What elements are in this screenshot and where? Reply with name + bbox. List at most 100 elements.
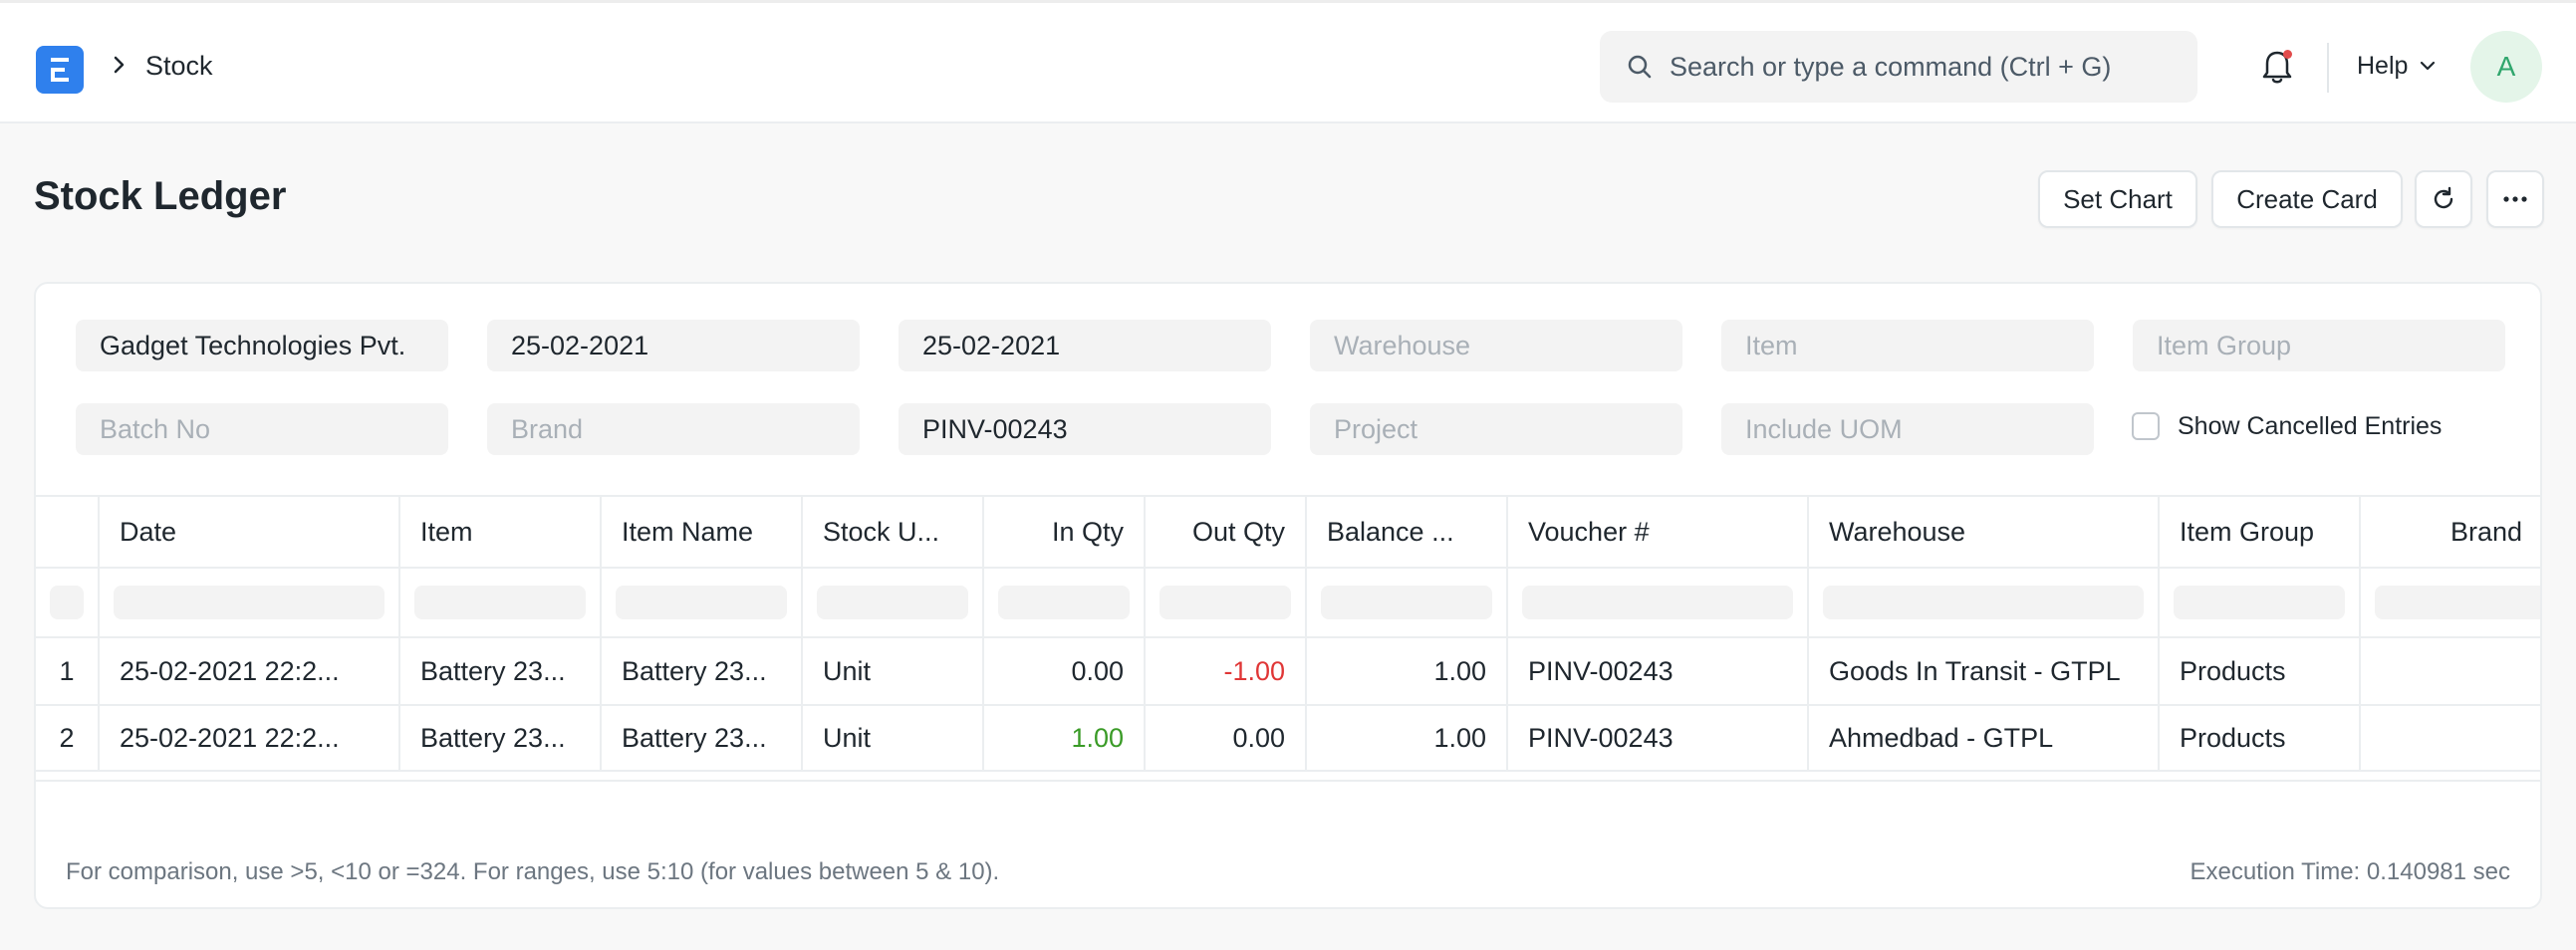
app-logo[interactable] (36, 46, 84, 94)
item-filter[interactable]: Item (1721, 320, 2094, 371)
include-uom-filter[interactable]: Include UOM (1721, 403, 2094, 455)
voucher-no-filter[interactable]: PINV-00243 (899, 403, 1271, 455)
cell-item-group[interactable]: Products (2160, 706, 2361, 770)
row-index: 2 (36, 706, 100, 770)
table-header-row: Date Item Item Name Stock U... In Qty Ou… (36, 497, 2540, 569)
column-header-warehouse[interactable]: Warehouse (1809, 497, 2160, 567)
filter-cell-balance[interactable] (1307, 569, 1508, 636)
column-header-out-qty[interactable]: Out Qty (1146, 497, 1307, 567)
filter-cell-voucher[interactable] (1508, 569, 1809, 636)
refresh-button[interactable] (2415, 170, 2472, 228)
warehouse-filter[interactable]: Warehouse (1310, 320, 1682, 371)
chevron-down-icon (2420, 61, 2436, 71)
column-header-date[interactable]: Date (100, 497, 400, 567)
cell-item-name[interactable]: Battery 23... (602, 638, 803, 704)
show-cancelled-label: Show Cancelled Entries (2178, 412, 2443, 440)
cell-out-qty[interactable]: 0.00 (1146, 706, 1307, 770)
filter-cell-date[interactable] (100, 569, 400, 636)
item-group-filter[interactable]: Item Group (2133, 320, 2505, 371)
filter-cell-item-name[interactable] (602, 569, 803, 636)
cell-item-name[interactable]: Battery 23... (602, 706, 803, 770)
out-qty-column-filter[interactable] (1159, 586, 1291, 619)
cell-voucher[interactable]: PINV-00243 (1508, 706, 1809, 770)
uom-column-filter[interactable] (817, 586, 968, 619)
filter-cell-index (36, 569, 100, 636)
cell-balance[interactable]: 1.00 (1307, 638, 1508, 704)
notification-dot (2283, 50, 2292, 59)
cell-in-qty[interactable]: 1.00 (984, 706, 1146, 770)
row-index-header (36, 497, 100, 567)
column-header-item[interactable]: Item (400, 497, 602, 567)
page-title: Stock Ledger (34, 174, 287, 218)
from-date-filter[interactable]: 25-02-2021 (487, 320, 860, 371)
cell-item-group[interactable]: Products (2160, 638, 2361, 704)
balance-column-filter[interactable] (1321, 586, 1492, 619)
column-header-item-name[interactable]: Item Name (602, 497, 803, 567)
filter-help-note: For comparison, use >5, <10 or =324. For… (66, 858, 1000, 885)
project-filter[interactable]: Project (1310, 403, 1682, 455)
cell-in-qty[interactable]: 0.00 (984, 638, 1146, 704)
cell-uom[interactable]: Unit (803, 638, 984, 704)
data-table: Date Item Item Name Stock U... In Qty Ou… (36, 495, 2540, 782)
cell-balance[interactable]: 1.00 (1307, 706, 1508, 770)
column-header-voucher[interactable]: Voucher # (1508, 497, 1809, 567)
warehouse-column-filter[interactable] (1823, 586, 2144, 619)
table-row[interactable]: 1 25-02-2021 22:2... Battery 23... Batte… (36, 638, 2540, 706)
navbar-divider (2327, 43, 2329, 93)
row-index: 1 (36, 638, 100, 704)
company-filter[interactable]: Gadget Technologies Pvt. (76, 320, 448, 371)
refresh-icon (2434, 186, 2453, 209)
ellipsis-icon (2503, 196, 2527, 202)
brand-column-filter[interactable] (2375, 586, 2540, 619)
top-navbar: Stock Search or type a command (Ctrl + G… (0, 0, 2576, 123)
filter-cell-in-qty[interactable] (984, 569, 1146, 636)
column-header-stock-uom[interactable]: Stock U... (803, 497, 984, 567)
in-qty-column-filter[interactable] (998, 586, 1130, 619)
help-menu[interactable]: Help (2357, 52, 2409, 80)
filter-cell-item[interactable] (400, 569, 602, 636)
cell-warehouse[interactable]: Ahmedbad - GTPL (1809, 706, 2160, 770)
search-placeholder: Search or type a command (Ctrl + G) (1670, 52, 2112, 82)
column-filter-row (36, 569, 2540, 638)
cell-brand[interactable] (2361, 638, 2540, 704)
logo-e-icon (51, 58, 69, 82)
cell-date[interactable]: 25-02-2021 22:2... (100, 706, 400, 770)
table-row[interactable]: 2 25-02-2021 22:2... Battery 23... Batte… (36, 706, 2540, 772)
filter-cell-brand[interactable] (2361, 569, 2540, 636)
cell-out-qty[interactable]: -1.00 (1146, 638, 1307, 704)
more-options-button[interactable] (2486, 170, 2544, 228)
avatar[interactable]: A (2470, 31, 2542, 103)
search-icon (1628, 55, 1652, 79)
breadcrumb-chevron-icon (114, 56, 125, 74)
breadcrumb-stock[interactable]: Stock (145, 51, 213, 81)
item-group-column-filter[interactable] (2174, 586, 2345, 619)
create-card-button[interactable]: Create Card (2211, 170, 2403, 228)
batch-no-filter[interactable]: Batch No (76, 403, 448, 455)
item-name-column-filter[interactable] (616, 586, 787, 619)
voucher-column-filter[interactable] (1522, 586, 1793, 619)
cell-date[interactable]: 25-02-2021 22:2... (100, 638, 400, 704)
to-date-filter[interactable]: 25-02-2021 (899, 320, 1271, 371)
cell-brand[interactable] (2361, 706, 2540, 770)
filter-cell-warehouse[interactable] (1809, 569, 2160, 636)
brand-filter[interactable]: Brand (487, 403, 860, 455)
search-bar[interactable]: Search or type a command (Ctrl + G) (1600, 31, 2197, 103)
execution-time: Execution Time: 0.140981 sec (2190, 858, 2510, 885)
filter-cell-item-group[interactable] (2160, 569, 2361, 636)
cell-warehouse[interactable]: Goods In Transit - GTPL (1809, 638, 2160, 704)
set-chart-button[interactable]: Set Chart (2038, 170, 2197, 228)
show-cancelled-checkbox[interactable] (2132, 412, 2160, 440)
cell-item[interactable]: Battery 23... (400, 638, 602, 704)
column-header-brand[interactable]: Brand (2449, 517, 2522, 547)
column-header-item-group[interactable]: Item Group (2160, 497, 2361, 567)
column-header-in-qty[interactable]: In Qty (984, 497, 1146, 567)
filter-cell-out-qty[interactable] (1146, 569, 1307, 636)
index-filter-box (50, 586, 84, 619)
filter-cell-uom[interactable] (803, 569, 984, 636)
cell-voucher[interactable]: PINV-00243 (1508, 638, 1809, 704)
cell-uom[interactable]: Unit (803, 706, 984, 770)
item-column-filter[interactable] (414, 586, 586, 619)
cell-item[interactable]: Battery 23... (400, 706, 602, 770)
date-column-filter[interactable] (114, 586, 385, 619)
column-header-balance-qty[interactable]: Balance ... (1307, 497, 1508, 567)
